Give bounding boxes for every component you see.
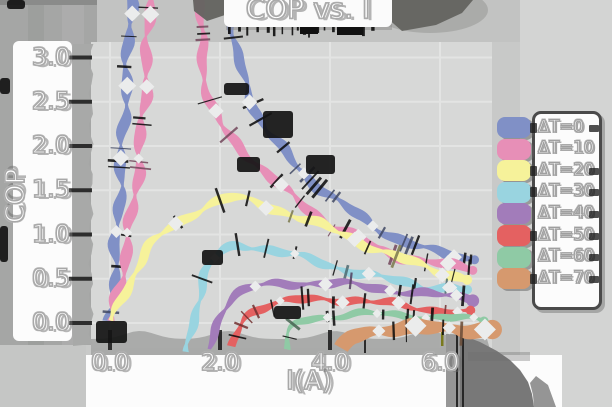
legend-label: ΔT=60 (537, 246, 595, 266)
legend-smear-mark (589, 167, 599, 175)
legend-swatch-40 (497, 203, 531, 225)
legend-smear-mark (589, 275, 599, 283)
series-0 (102, 0, 480, 322)
series-70 (334, 314, 502, 352)
legend-label: ΔT=40 (537, 202, 595, 222)
y-tick-label: 0.5 (31, 263, 70, 292)
series-40 (207, 272, 480, 350)
legend-smear-mark (530, 230, 537, 241)
legend-smear-mark (530, 165, 537, 176)
series-20 (108, 187, 473, 322)
x-tick-label: 6.0 (420, 347, 460, 376)
legend-swatch-70 (497, 268, 531, 290)
legend-smear-mark (589, 254, 599, 262)
x-tick-label: 4.0 (310, 347, 350, 376)
y-tick-label: 1.0 (31, 219, 70, 248)
legend-smear-mark (530, 187, 537, 198)
series-10 (107, 0, 478, 322)
legend-swatch-10 (497, 138, 531, 160)
legend-smear-mark (530, 122, 537, 133)
legend-smear-mark (589, 232, 599, 240)
x-tick-label: 2.0 (200, 347, 240, 376)
legend-swatch-50 (497, 225, 531, 246)
y-tick-label: 2.5 (31, 86, 70, 115)
x-axis-title: I(A) (285, 365, 332, 396)
legend-label: ΔT=50 (537, 224, 595, 244)
y-tick-label: 0.0 (31, 307, 70, 336)
legend-smear-mark (589, 189, 599, 197)
chart-title: COP vs. I (245, 0, 371, 26)
legend-label: ΔT=30 (537, 181, 595, 201)
legend-label: ΔT=10 (537, 138, 595, 158)
legend-smear-mark (589, 210, 599, 218)
legend-label: ΔT=20 (537, 159, 595, 179)
legend-smear-mark (589, 124, 599, 132)
legend-label: ΔT=70 (537, 267, 595, 287)
y-tick-label: 2.0 (31, 130, 70, 159)
legend-smear-mark (530, 273, 537, 284)
legend-label: ΔT=0 (538, 116, 585, 136)
y-tick-label: 1.5 (31, 175, 70, 204)
legend-swatch-0 (497, 117, 531, 138)
x-tick-label: 0.0 (90, 347, 130, 376)
y-tick-label: 3.0 (31, 42, 70, 71)
legend-swatch-30 (497, 181, 531, 203)
legend-swatch-20 (497, 160, 531, 182)
legend-swatch-60 (497, 246, 531, 268)
